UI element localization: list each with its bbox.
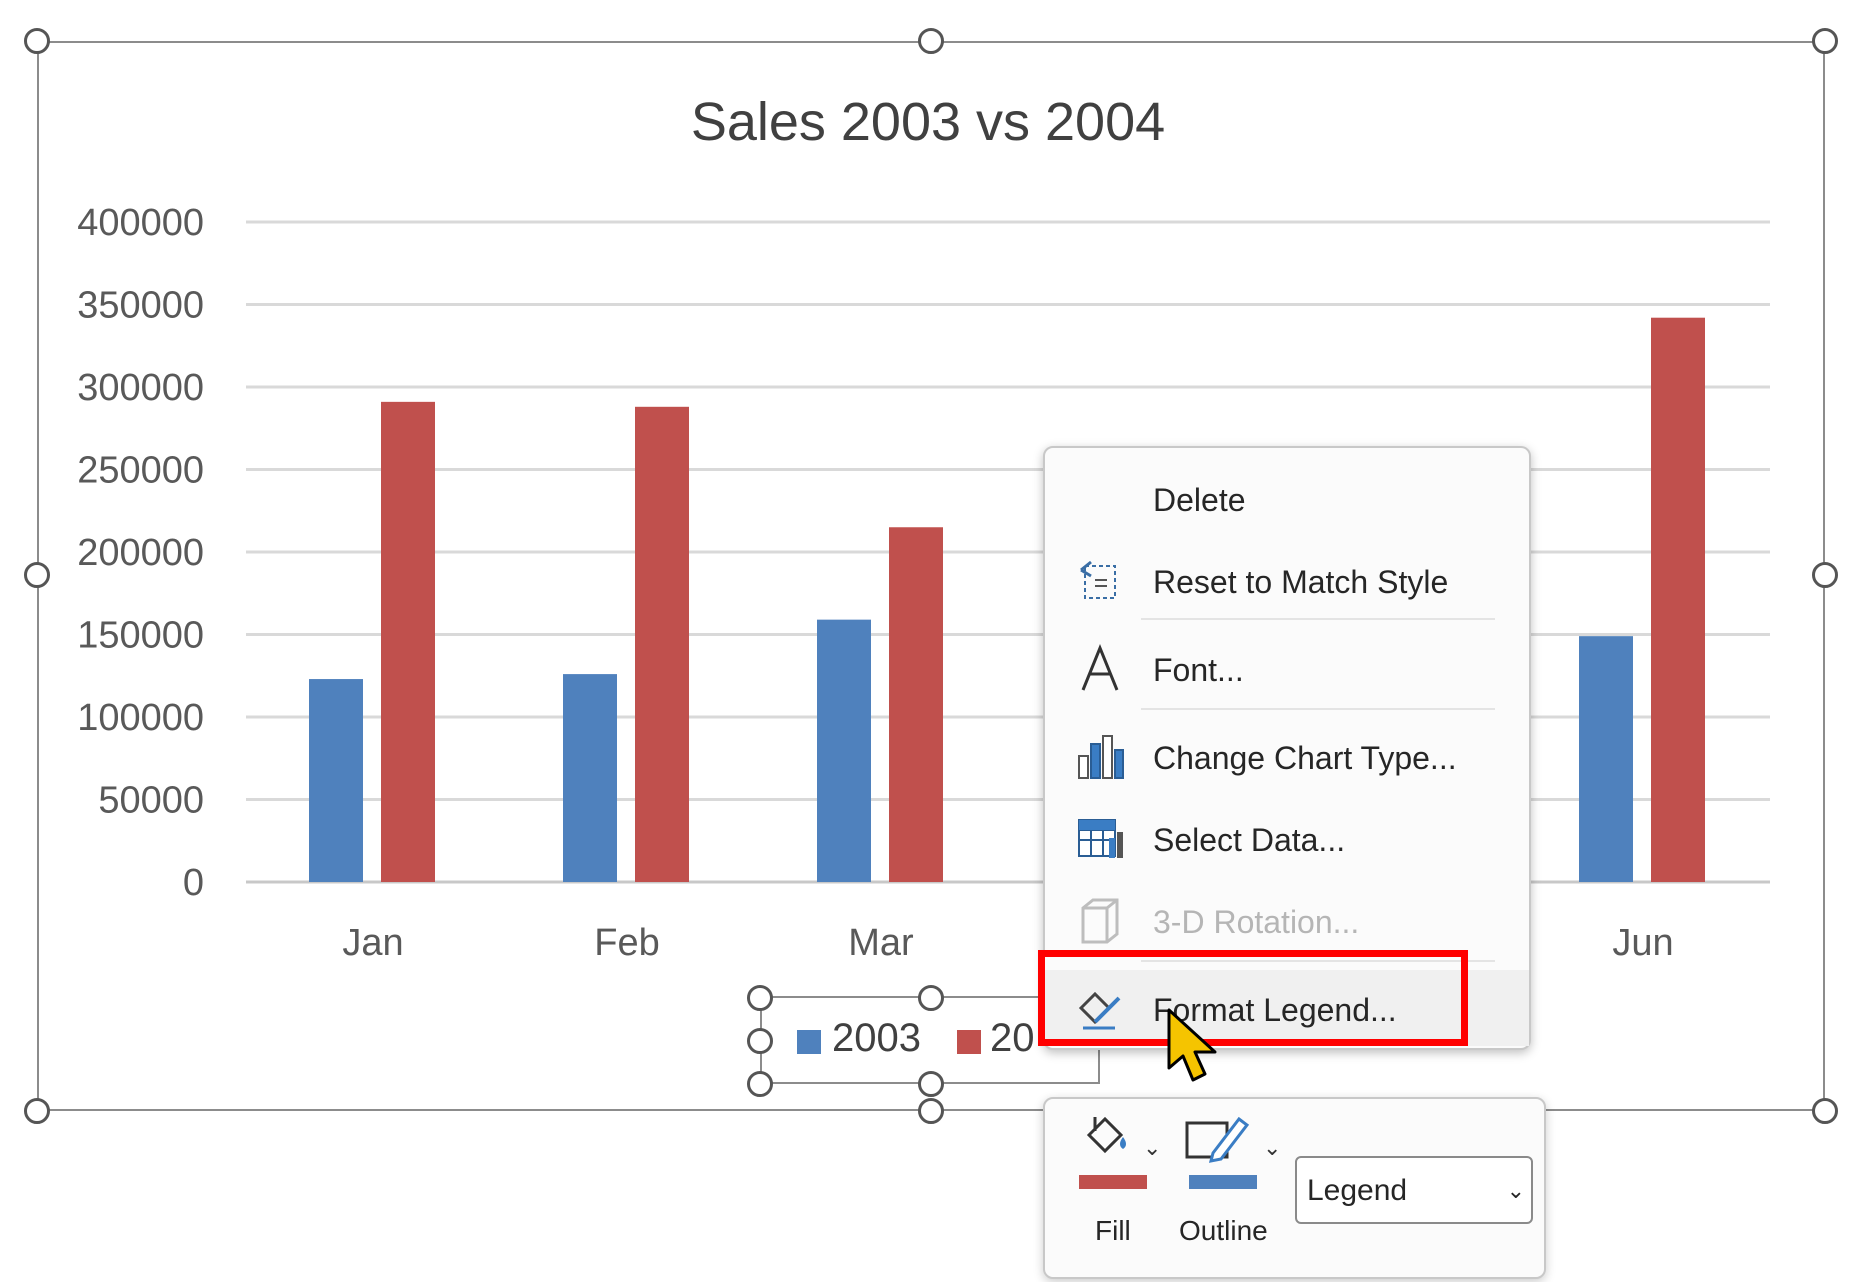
outline-button[interactable]: ⌄ Outline bbox=[1179, 1113, 1293, 1273]
resize-handle-middle-right[interactable] bbox=[1812, 562, 1838, 588]
select-data-icon bbox=[1078, 819, 1123, 858]
fill-button[interactable]: ⌄ Fill bbox=[1065, 1113, 1175, 1273]
chevron-down-icon: ⌄ bbox=[1263, 1135, 1282, 1160]
menu-item-label: 3-D Rotation... bbox=[1153, 904, 1360, 940]
legend-label-2003: 2003 bbox=[832, 1016, 921, 1060]
outline-label: Outline bbox=[1179, 1215, 1268, 1246]
y-tick-label: 0 bbox=[183, 862, 204, 904]
y-tick-label: 50000 bbox=[98, 780, 204, 822]
legend-handle-bottom-middle[interactable] bbox=[918, 1071, 944, 1097]
paint-bucket-icon bbox=[1086, 1116, 1126, 1154]
legend-handle-top-left[interactable] bbox=[747, 985, 773, 1011]
resize-handle-middle-left[interactable] bbox=[24, 562, 50, 588]
bar-2003-feb bbox=[563, 674, 617, 882]
resize-handle-top-right[interactable] bbox=[1812, 28, 1838, 54]
outline-color-bar bbox=[1189, 1175, 1257, 1189]
format-legend-icon bbox=[1078, 991, 1121, 1030]
menu-separator bbox=[1141, 960, 1495, 962]
chart-title: Sales 2003 vs 2004 bbox=[691, 92, 1165, 152]
resize-handle-bottom-middle[interactable] bbox=[918, 1098, 944, 1124]
x-tick-label: Jun bbox=[1612, 922, 1673, 964]
y-tick-label: 400000 bbox=[77, 202, 204, 244]
y-tick-label: 350000 bbox=[77, 285, 204, 327]
resize-handle-bottom-left[interactable] bbox=[24, 1098, 50, 1124]
y-tick-label: 100000 bbox=[77, 697, 204, 739]
menu-item-label: Delete bbox=[1153, 482, 1246, 518]
menu-item-format-legend[interactable]: Format Legend... bbox=[1045, 970, 1529, 1046]
menu-separator bbox=[1141, 708, 1495, 710]
menu-item-label: Change Chart Type... bbox=[1153, 740, 1457, 776]
menu-item-label: Font... bbox=[1153, 652, 1244, 688]
chart-element-select-value: Legend bbox=[1307, 1174, 1408, 1207]
bar-2004-mar bbox=[889, 527, 943, 882]
menu-item-delete[interactable]: Delete bbox=[1045, 460, 1529, 536]
menu-item-label: Reset to Match Style bbox=[1153, 564, 1449, 600]
mouse-cursor-icon bbox=[1167, 1008, 1217, 1082]
x-tick-label: Mar bbox=[848, 922, 914, 964]
y-tick-label: 200000 bbox=[77, 532, 204, 574]
legend-handle-top-middle[interactable] bbox=[918, 985, 944, 1011]
legend-handle-bottom-left[interactable] bbox=[747, 1071, 773, 1097]
fill-color-bar bbox=[1079, 1175, 1147, 1189]
mini-toolbar: ⌄ Fill ⌄ Outline Legend ⌄ bbox=[1043, 1097, 1546, 1279]
menu-item-font[interactable]: Font... bbox=[1045, 630, 1529, 706]
legend-label-2004: 20 bbox=[990, 1016, 1035, 1060]
menu-item-change-chart-type[interactable]: Change Chart Type... bbox=[1045, 718, 1529, 794]
chart-type-icon bbox=[1078, 735, 1124, 779]
font-icon bbox=[1081, 644, 1119, 691]
menu-separator bbox=[1141, 618, 1495, 620]
bar-2003-mar bbox=[817, 619, 871, 882]
fill-label: Fill bbox=[1095, 1215, 1131, 1246]
highlight-box bbox=[1038, 950, 1468, 1046]
chevron-down-icon: ⌄ bbox=[1143, 1135, 1162, 1160]
menu-item-3d-rotation: 3-D Rotation... bbox=[1045, 882, 1529, 958]
bar-2004-jan bbox=[381, 401, 435, 882]
x-tick-label: Jan bbox=[342, 922, 403, 964]
context-menu: Delete Reset to Match Style Font... Chan… bbox=[1043, 446, 1531, 1050]
bar-2004-feb bbox=[635, 406, 689, 882]
menu-item-label: Format Legend... bbox=[1153, 992, 1397, 1028]
bar-2003-jun bbox=[1579, 636, 1633, 882]
menu-item-select-data[interactable]: Select Data... bbox=[1045, 800, 1529, 876]
x-tick-label: Feb bbox=[594, 922, 659, 964]
pen-outline-icon bbox=[1185, 1116, 1250, 1163]
chart-element-select[interactable]: Legend ⌄ bbox=[1295, 1156, 1533, 1224]
y-tick-label: 150000 bbox=[77, 615, 204, 657]
legend-handle-middle-left[interactable] bbox=[747, 1028, 773, 1054]
resize-handle-top-left[interactable] bbox=[24, 28, 50, 54]
bar-2004-jun bbox=[1651, 317, 1705, 882]
legend-swatch-2003 bbox=[797, 1030, 821, 1054]
bar-2003-jan bbox=[309, 679, 363, 882]
resize-handle-top-middle[interactable] bbox=[918, 28, 944, 54]
rotation-icon bbox=[1081, 898, 1119, 944]
y-tick-label: 250000 bbox=[77, 450, 204, 492]
reset-style-icon bbox=[1080, 560, 1116, 599]
legend-swatch-2004 bbox=[957, 1030, 981, 1054]
chevron-down-icon: ⌄ bbox=[1506, 1178, 1525, 1203]
menu-item-label: Select Data... bbox=[1153, 822, 1346, 858]
y-tick-label: 300000 bbox=[77, 367, 204, 409]
resize-handle-bottom-right[interactable] bbox=[1812, 1098, 1838, 1124]
menu-item-reset-to-match-style[interactable]: Reset to Match Style bbox=[1045, 542, 1529, 618]
